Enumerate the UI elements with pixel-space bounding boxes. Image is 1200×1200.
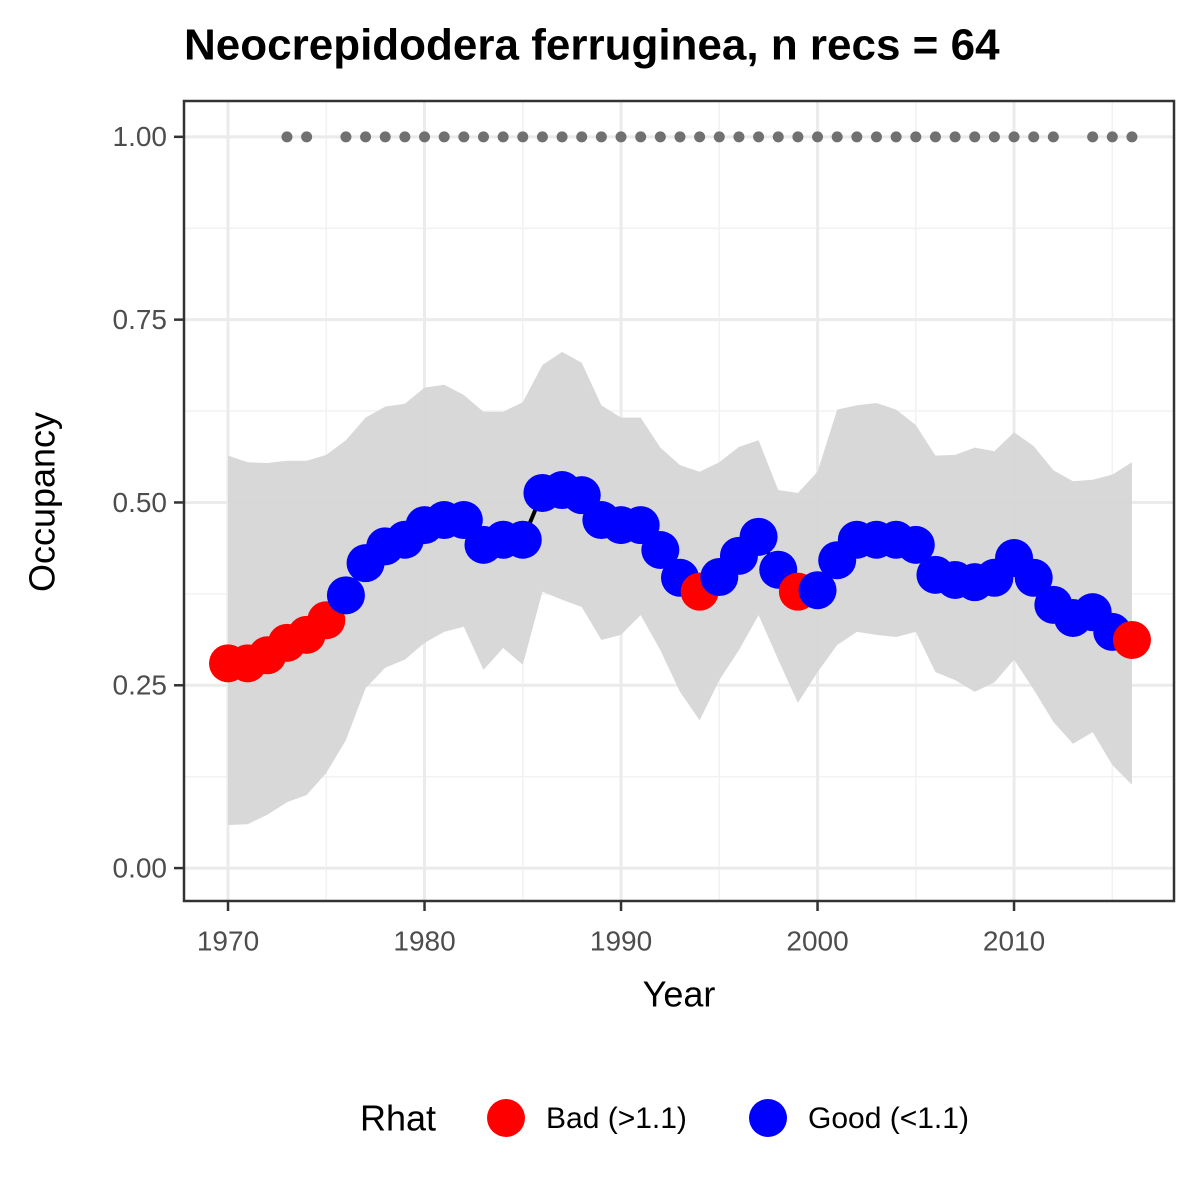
y-tick-label: 0.50	[113, 487, 168, 518]
x-tick-label: 1990	[590, 925, 652, 956]
record-dot	[910, 131, 922, 143]
record-dot	[419, 131, 431, 143]
record-dot	[988, 131, 1000, 143]
record-dot	[615, 131, 627, 143]
record-dot	[1047, 131, 1059, 143]
record-dot	[831, 131, 843, 143]
record-dot	[576, 131, 588, 143]
record-dot	[1126, 131, 1138, 143]
record-dot	[1028, 131, 1040, 143]
record-dot	[635, 131, 647, 143]
x-tick-label: 1970	[197, 925, 259, 956]
record-dot	[536, 131, 548, 143]
record-dot	[870, 131, 882, 143]
record-dot	[929, 131, 941, 143]
y-tick-label: 1.00	[113, 121, 168, 152]
record-dot	[360, 131, 372, 143]
record-dot	[753, 131, 765, 143]
record-dot	[340, 131, 352, 143]
x-tick-label: 2010	[983, 925, 1045, 956]
occupancy-point	[1014, 558, 1053, 597]
record-dot	[497, 131, 509, 143]
y-axis-title: Occupancy	[22, 412, 63, 592]
occupancy-point	[896, 525, 935, 564]
record-dot	[438, 131, 450, 143]
occupancy-point	[1112, 620, 1151, 659]
occupancy-point	[326, 576, 365, 615]
record-dot	[654, 131, 666, 143]
record-dot	[890, 131, 902, 143]
record-dot	[379, 131, 391, 143]
legend-title: Rhat	[360, 1098, 436, 1139]
record-dot	[812, 131, 824, 143]
record-dot	[969, 131, 981, 143]
chart-title: Neocrepidodera ferruginea, n recs = 64	[184, 21, 1000, 70]
legend-swatch	[487, 1099, 525, 1137]
record-dot	[694, 131, 706, 143]
panel-border	[182, 99, 1176, 903]
record-dot	[595, 131, 607, 143]
x-tick-label: 2000	[786, 925, 848, 956]
record-dot	[1008, 131, 1020, 143]
y-tick-label: 0.25	[113, 670, 168, 701]
record-dot	[477, 131, 489, 143]
x-tick-label: 1980	[393, 925, 455, 956]
record-dot	[517, 131, 529, 143]
record-dot	[556, 131, 568, 143]
record-dot	[772, 131, 784, 143]
occupancy-point	[503, 520, 542, 559]
y-tick-label: 0.00	[113, 852, 168, 883]
record-dot	[281, 131, 293, 143]
record-dot	[792, 131, 804, 143]
record-dot	[301, 131, 313, 143]
record-dot	[458, 131, 470, 143]
occupancy-point	[798, 571, 837, 610]
x-axis-title: Year	[643, 974, 716, 1015]
record-dot	[674, 131, 686, 143]
record-dot	[399, 131, 411, 143]
record-dot	[1106, 131, 1118, 143]
y-tick-label: 0.75	[113, 304, 168, 335]
record-dot	[1087, 131, 1099, 143]
legend-label: Bad (>1.1)	[546, 1102, 687, 1135]
occupancy-point	[641, 530, 680, 569]
record-dot	[713, 131, 725, 143]
record-dot	[733, 131, 745, 143]
legend-label: Good (<1.1)	[808, 1102, 969, 1135]
record-dot	[949, 131, 961, 143]
occupancy-point	[739, 517, 778, 556]
legend-swatch	[749, 1099, 787, 1137]
record-dot	[851, 131, 863, 143]
